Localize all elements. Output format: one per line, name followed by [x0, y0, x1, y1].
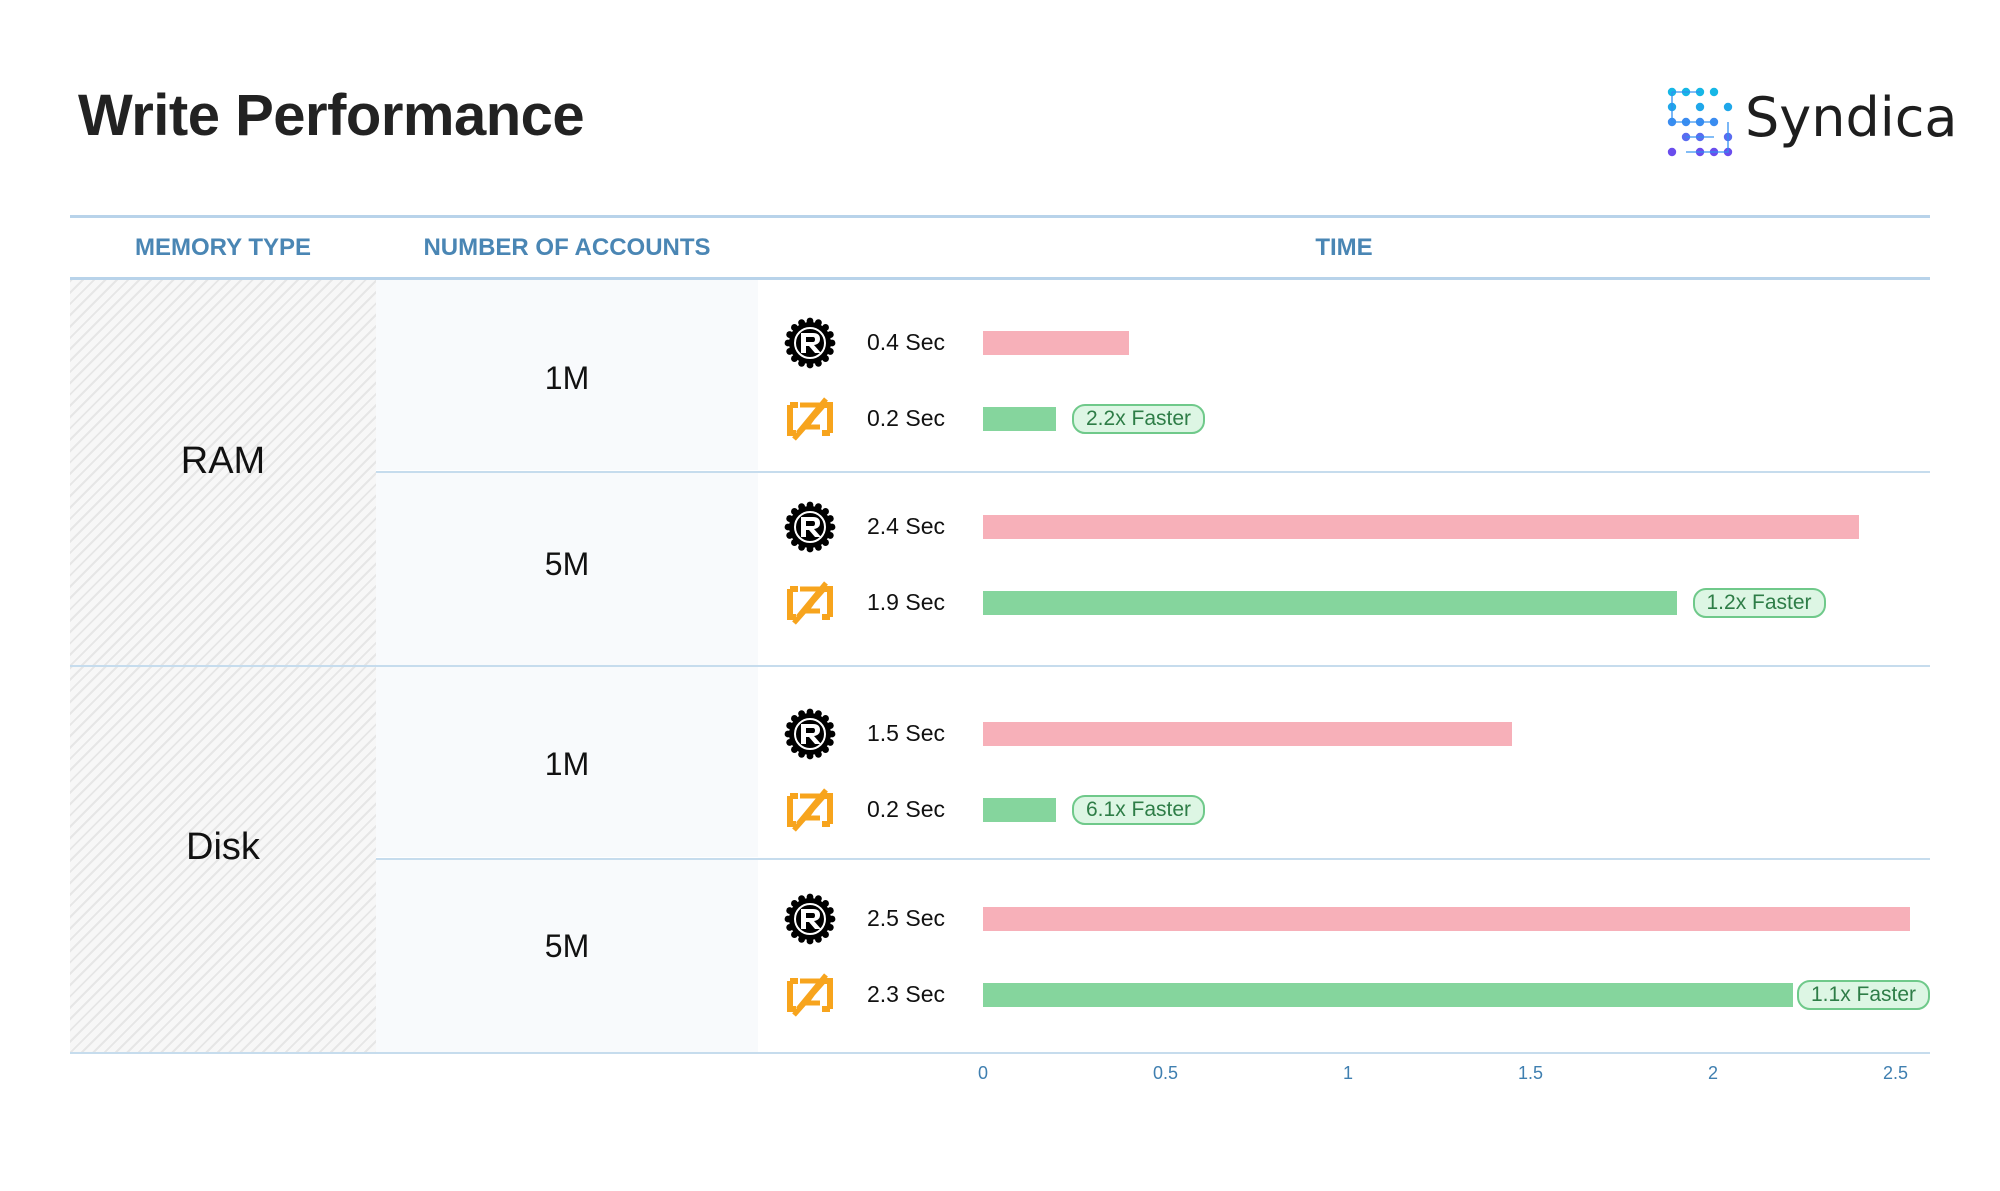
bar-rust — [983, 722, 1513, 746]
speedup-badge: 1.1x Faster — [1797, 980, 1931, 1010]
x-tick-label: 1.5 — [1517, 1063, 1544, 1083]
time-value-label: 2.3 Sec — [867, 981, 945, 1007]
memory-type-label: RAM — [180, 440, 266, 482]
x-tick-label: 1 — [1342, 1063, 1354, 1083]
bar-zig — [983, 591, 1677, 615]
header-bottom-rule — [70, 277, 1930, 280]
time-value-label: 1.5 Sec — [867, 720, 945, 746]
accounts-label: 5M — [544, 546, 590, 582]
time-value-label: 0.4 Sec — [867, 329, 945, 355]
rust-logo-icon — [784, 501, 836, 553]
zig-logo-icon — [787, 788, 833, 832]
accounts-cell — [376, 860, 758, 1052]
zig-logo-icon — [787, 581, 833, 625]
rust-logo-icon — [784, 708, 836, 760]
group-divider — [70, 665, 1930, 667]
bar-rust — [983, 907, 1911, 931]
accounts-label: 1M — [544, 746, 590, 782]
accounts-cell — [376, 473, 758, 665]
accounts-cell — [376, 667, 758, 857]
bar-zig — [983, 798, 1056, 822]
x-tick-label: 0 — [977, 1063, 989, 1083]
x-tick-label: 2 — [1707, 1063, 1719, 1083]
table-top-rule — [70, 215, 1930, 218]
page-title: Write Performance — [78, 83, 585, 148]
rust-logo-icon — [784, 317, 836, 369]
zig-logo-icon — [787, 973, 833, 1017]
time-value-label: 1.9 Sec — [867, 589, 945, 615]
time-value-label: 2.5 Sec — [867, 905, 945, 931]
time-value-label: 0.2 Sec — [867, 405, 945, 431]
brand-name: Syndica — [1745, 86, 1958, 149]
speedup-badge: 6.1x Faster — [1072, 795, 1206, 825]
memory-cell-ram — [70, 280, 376, 665]
time-value-label: 2.4 Sec — [867, 513, 945, 539]
rust-logo-icon — [784, 893, 836, 945]
zig-logo-icon — [787, 397, 833, 441]
memory-cell-disk — [70, 667, 376, 1052]
column-header-accounts: NUMBER OF ACCOUNTS — [423, 234, 711, 261]
bar-rust — [983, 331, 1129, 355]
accounts-label: 1M — [544, 360, 590, 396]
memory-type-label: Disk — [186, 826, 260, 868]
column-header-time: TIME — [1315, 234, 1373, 261]
accounts-label: 5M — [544, 928, 590, 964]
bar-rust — [983, 515, 1859, 539]
speedup-badge: 1.2x Faster — [1692, 588, 1826, 618]
bar-zig — [983, 407, 1056, 431]
x-tick-label: 2.5 — [1882, 1063, 1909, 1083]
speedup-badge: 2.2x Faster — [1072, 404, 1206, 434]
accounts-cell — [376, 280, 758, 470]
column-header-memory-type: MEMORY TYPE — [134, 234, 312, 261]
bar-zig — [983, 983, 1794, 1007]
row-divider — [376, 471, 1930, 473]
table-bottom-rule — [70, 1052, 1930, 1054]
time-value-label: 0.2 Sec — [867, 796, 945, 822]
x-tick-label: 0.5 — [1152, 1063, 1179, 1083]
row-divider — [376, 858, 1930, 860]
syndica-logo-icon — [1667, 87, 1733, 157]
